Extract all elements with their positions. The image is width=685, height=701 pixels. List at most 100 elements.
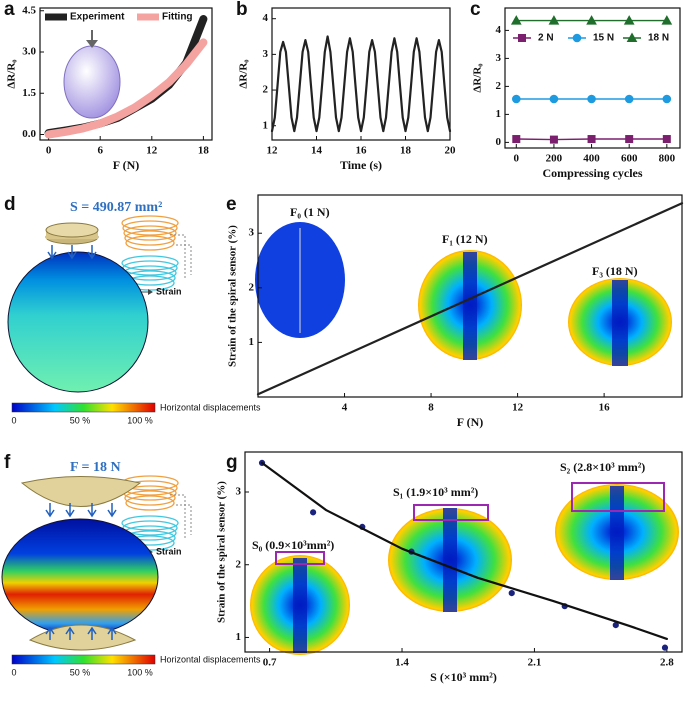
marker (572, 33, 582, 43)
y-tick-label: 2 (263, 84, 269, 96)
x-axis-label: F (N) (457, 415, 484, 429)
marker (510, 15, 522, 25)
spring-coil (122, 220, 178, 236)
marker (512, 135, 521, 144)
colorbar-title: Horizontal displacements (160, 402, 261, 412)
series-line (270, 35, 452, 133)
panel-letter: a (4, 0, 15, 20)
marker (662, 135, 671, 144)
plot-frame (271, 7, 451, 141)
force-arrow (45, 626, 55, 640)
x-axis-label: S (×10³ mm²) (430, 670, 497, 684)
series-line (44, 38, 208, 139)
y-tick-label: 3 (496, 52, 502, 64)
annotation: F₀ (1 N) (290, 205, 330, 219)
y-tick-label: 3.0 (22, 46, 36, 58)
inset-egg (63, 30, 121, 119)
x-tick-label: 2.1 (528, 657, 542, 669)
illustration-title: F = 18 N (70, 460, 121, 475)
panel-g: 0.7 1.4 2.1 2.8 1 2 3 S (×10³ mm²) Strain of the… (216, 451, 683, 684)
x-tick-label: 12 (146, 145, 158, 157)
plot-frame (244, 451, 683, 653)
colorbar (11, 402, 156, 413)
y-tick-label: 1 (496, 108, 502, 120)
x-tick-label: 16 (356, 145, 368, 157)
x-tick-label: 8 (428, 402, 434, 414)
x-tick-label: 14 (311, 145, 323, 157)
y-tick-label: 2 (249, 281, 255, 293)
legend-label: 2 N (538, 33, 554, 44)
y-tick-label: 3 (249, 227, 255, 239)
legend-label: 15 N (593, 33, 614, 44)
y-axis-label: ΔR/R₀ (472, 63, 484, 93)
annotation: S₀ (0.9×10³mm²) (252, 538, 334, 552)
colorbar (11, 654, 156, 665)
force-arrow (65, 626, 75, 640)
plot-frame (39, 7, 213, 141)
force-arrow (107, 626, 117, 640)
colorbar-label: 100 % (127, 667, 153, 677)
x-tick-label: 0.7 (263, 657, 277, 669)
panel-c: 0 200 400 600 800 0 1 2 3 4 Compressing cycles ΔR/R… (472, 7, 681, 180)
y-tick-label: 4 (263, 12, 269, 24)
marker (612, 621, 619, 629)
connector (170, 234, 192, 280)
x-tick-label: 20 (445, 145, 457, 157)
connector (170, 494, 192, 540)
marker (508, 589, 515, 597)
y-axis-label: Strain of the spiral sensor (%) (227, 225, 239, 367)
x-tick-label: 600 (621, 153, 638, 165)
x-tick-label: 1.4 (395, 657, 409, 669)
annotation: S₁ (1.9×10³ mm²) (393, 485, 478, 499)
y-tick-label: 1 (263, 119, 269, 131)
panel-letter: b (236, 0, 248, 20)
annotation: Strain (156, 546, 182, 556)
marker (626, 32, 638, 42)
marker (623, 15, 635, 25)
spring-coil (123, 225, 177, 241)
marker (587, 135, 596, 144)
force-arrow (67, 245, 77, 260)
x-axis-label: Compressing cycles (542, 166, 642, 180)
marker (661, 15, 673, 25)
y-tick-label: 1 (249, 336, 255, 348)
x-tick-label: 0 (514, 153, 520, 165)
legend-label: Experiment (70, 12, 125, 23)
spring-coil (121, 255, 179, 271)
force-arrow (45, 503, 55, 518)
marker (662, 94, 672, 104)
illustration-title: S = 490.87 mm² (70, 200, 162, 215)
spring-coil (125, 495, 175, 511)
deformed-sphere (7, 251, 149, 393)
x-tick-label: 400 (583, 153, 600, 165)
marker (310, 509, 317, 516)
force-arrow (107, 503, 117, 518)
marker (625, 135, 634, 144)
y-axis-label: ΔR/R₀ (6, 59, 18, 89)
x-axis-label: F (N) (113, 158, 140, 172)
inset-fem-e (255, 222, 672, 366)
marker (548, 15, 560, 25)
x-tick-label: 12 (512, 402, 524, 414)
annotation: Strain (156, 286, 182, 296)
y-axis-label: Strain of the spiral sensor (%) (216, 481, 228, 623)
y-tick-label: 1.5 (22, 87, 36, 99)
marker (518, 34, 526, 42)
y-tick-label: 2 (236, 558, 242, 570)
colorbar-label: 0 (11, 415, 16, 425)
x-tick-label: 800 (659, 153, 676, 165)
x-tick-label: 4 (342, 402, 348, 414)
y-axis-label: ΔR/R₀ (238, 59, 250, 89)
panel-letter: g (226, 452, 238, 473)
x-tick-label: 200 (546, 153, 563, 165)
compressor-bottom (28, 624, 137, 651)
x-tick-label: 18 (400, 145, 412, 157)
force-arrow (87, 626, 97, 640)
inset-fem-g (250, 482, 679, 655)
force-arrow (65, 503, 75, 518)
x-tick-label: 6 (97, 145, 103, 157)
force-arrow (87, 503, 97, 518)
marker (549, 94, 559, 104)
